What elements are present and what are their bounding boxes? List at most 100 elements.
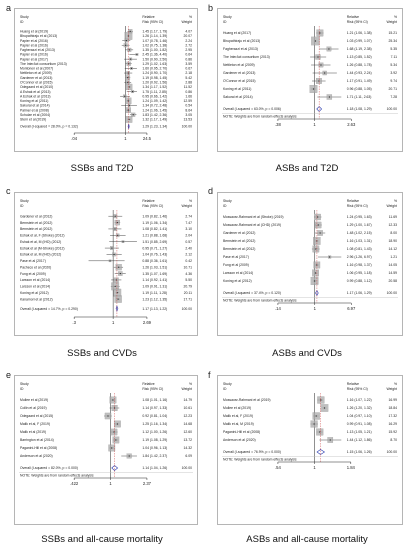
weights-note: NOTE: Weights are from random effects an… xyxy=(223,299,297,303)
weight-value: 0.54 xyxy=(185,104,192,108)
overall-rr-value: 1.17 (1.13, 1.22) xyxy=(142,307,167,311)
rr-value: 1.34 (1.17, 1.52) xyxy=(142,85,167,89)
weights-note: NOTE: Weights are from random effects an… xyxy=(20,474,94,478)
rr-value: 1.34 (0.72, 2.48) xyxy=(142,104,167,108)
header-id: ID xyxy=(223,204,227,208)
panel-letter: c xyxy=(6,186,11,196)
weight-value: 1.66 xyxy=(185,94,192,98)
rr-value: 1.13 (0.85, 1.52) xyxy=(347,55,372,59)
panel-letter: d xyxy=(208,186,214,196)
study-label: Koning et al (2011) xyxy=(223,87,251,91)
weight-value: 13.72 xyxy=(184,438,193,442)
rr-value: 1.24 (0.90, 1.70) xyxy=(142,71,167,75)
weights-note: NOTE: Weights are from random effects an… xyxy=(223,458,297,462)
weight-value: 20.58 xyxy=(389,279,398,283)
study-label: Anderson et al (2020) xyxy=(20,454,53,458)
weight-value: 4.36 xyxy=(185,272,192,276)
x-tick-label: 24.5 xyxy=(143,136,152,141)
rr-value: 1.12 (1.00, 1.26) xyxy=(142,430,167,434)
rr-value: 1.24 (1.06, 1.45) xyxy=(142,108,167,112)
overall-rr-value: 1.15 (1.06, 1.26) xyxy=(347,450,372,454)
weight-value: 20.07 xyxy=(184,34,193,38)
rr-value: 1.71 (1.11, 2.63) xyxy=(347,95,372,99)
x-tick-label: 1.84 xyxy=(347,465,356,470)
study-label: Nettleton et al (2009) xyxy=(223,63,255,67)
study-label: Odegaard et al (2015) xyxy=(20,414,53,418)
rr-value: 1.60 (0.95, 2.70) xyxy=(142,67,167,71)
point-estimate xyxy=(328,48,330,50)
rr-value: 1.51 (0.85, 2.69) xyxy=(142,240,167,244)
point-estimate xyxy=(117,234,119,236)
header-relative: Relative xyxy=(142,382,154,386)
rr-value: 1.20 (0.92, 1.56) xyxy=(142,81,167,85)
overall-weight-value: 100.00 xyxy=(182,307,192,311)
weight-value: 0.86 xyxy=(185,57,192,61)
point-estimate xyxy=(324,72,326,74)
study-label: Fagherazzi et al (2013) xyxy=(223,47,258,51)
overall-weight-value: 100.00 xyxy=(387,450,397,454)
header-percent: % xyxy=(189,382,192,386)
forest-plot-box: Study ID Relative Risk (95% CI)% Weight Huang… xyxy=(217,8,403,152)
header-relative: Relative xyxy=(347,382,359,386)
study-label: Papier et al (2016) xyxy=(20,53,48,57)
overall-rr-value: 1.14 (1.04, 1.26) xyxy=(142,466,167,470)
study-label: Kanamori et al (2012) xyxy=(20,297,53,301)
header-relative: Relative xyxy=(142,15,154,19)
point-estimate xyxy=(129,30,131,32)
study-label: Malik et al, F (2019) xyxy=(20,422,50,426)
study-label: Papier et al (2016) xyxy=(20,43,48,47)
point-estimate xyxy=(329,439,331,441)
header-risk-ci: Risk (95% CI) xyxy=(347,204,368,208)
rr-value: 1.26 (1.03, 1.51) xyxy=(142,265,167,269)
x-tick-label: 1 xyxy=(124,136,127,141)
rr-value: 1.35 (1.00, 1.82) xyxy=(142,48,167,52)
x-tick-label: 2.69 xyxy=(143,320,152,325)
study-label: Koning et al (2012) xyxy=(223,279,252,283)
point-estimate xyxy=(132,114,134,116)
panel-c: c Study ID Relative Risk (95% CI)% Weight Gar… xyxy=(0,183,204,366)
weight-value: 7.28 xyxy=(390,95,397,99)
forest-plot-box: Study ID Relative Risk (95% CI)% Weight Mulle… xyxy=(14,375,198,525)
study-label: Pacheco et al (2020) xyxy=(20,265,51,269)
point-estimate xyxy=(113,253,115,256)
header-study: Study xyxy=(20,199,29,203)
panel-b: b Study ID Relative Risk (95% CI)% Weight Hua… xyxy=(205,0,409,183)
point-estimate xyxy=(118,266,120,268)
rr-value: 1.13 (1.05, 1.21) xyxy=(347,430,372,434)
weight-value: 12.60 xyxy=(184,430,193,434)
panel-letter: e xyxy=(6,370,12,380)
weight-value: 16.99 xyxy=(389,398,398,402)
study-label: Sakurai et al (2014) xyxy=(20,104,50,108)
header-weight: Weight xyxy=(182,387,193,391)
study-label: Papier et al (2016) xyxy=(20,39,48,43)
weight-value: 3.92 xyxy=(390,71,397,75)
point-estimate xyxy=(317,216,319,218)
weight-value: 1.21 xyxy=(390,255,397,259)
panel-e: e Study ID Relative Risk (95% CI)% Weight Mul… xyxy=(0,366,204,550)
study-label: Paganini-Hill et al (2008) xyxy=(20,446,57,450)
point-estimate xyxy=(317,56,319,58)
study-label: Mossavar-Rahmani et al (2019) xyxy=(223,398,271,402)
weight-value: 11.69 xyxy=(389,215,397,219)
study-label: Palmer et al (2008) xyxy=(20,108,49,112)
rr-value: 1.68 (1.19, 2.38) xyxy=(347,47,372,51)
x-tick-label: 1 xyxy=(109,481,112,486)
study-label: Larsson et al (2014) xyxy=(223,271,253,275)
study-label: Huang et al (2019) xyxy=(20,30,48,34)
rr-value: 2.45 (1.36, 4.40) xyxy=(142,53,167,57)
study-label: Nettleton et al (2009) xyxy=(20,71,52,75)
study-label: Eshak et al, M (IHD) (2012) xyxy=(20,240,61,244)
overall-rr-value: 1.18 (1.08, 1.29) xyxy=(347,107,372,111)
overall-weight-value: 100.00 xyxy=(182,466,192,470)
study-label: Sakurai et al (2014) xyxy=(223,95,253,99)
rr-value: 1.29 (1.02, 1.63) xyxy=(142,62,167,66)
rr-value: 1.09 (0.91, 1.31) xyxy=(142,285,167,289)
point-estimate xyxy=(132,90,134,93)
header-id: ID xyxy=(20,204,24,208)
overall-label: Overall (I-squared = 28.0%, p = 0.132) xyxy=(20,125,78,129)
point-estimate xyxy=(111,447,113,449)
point-estimate xyxy=(328,96,331,98)
